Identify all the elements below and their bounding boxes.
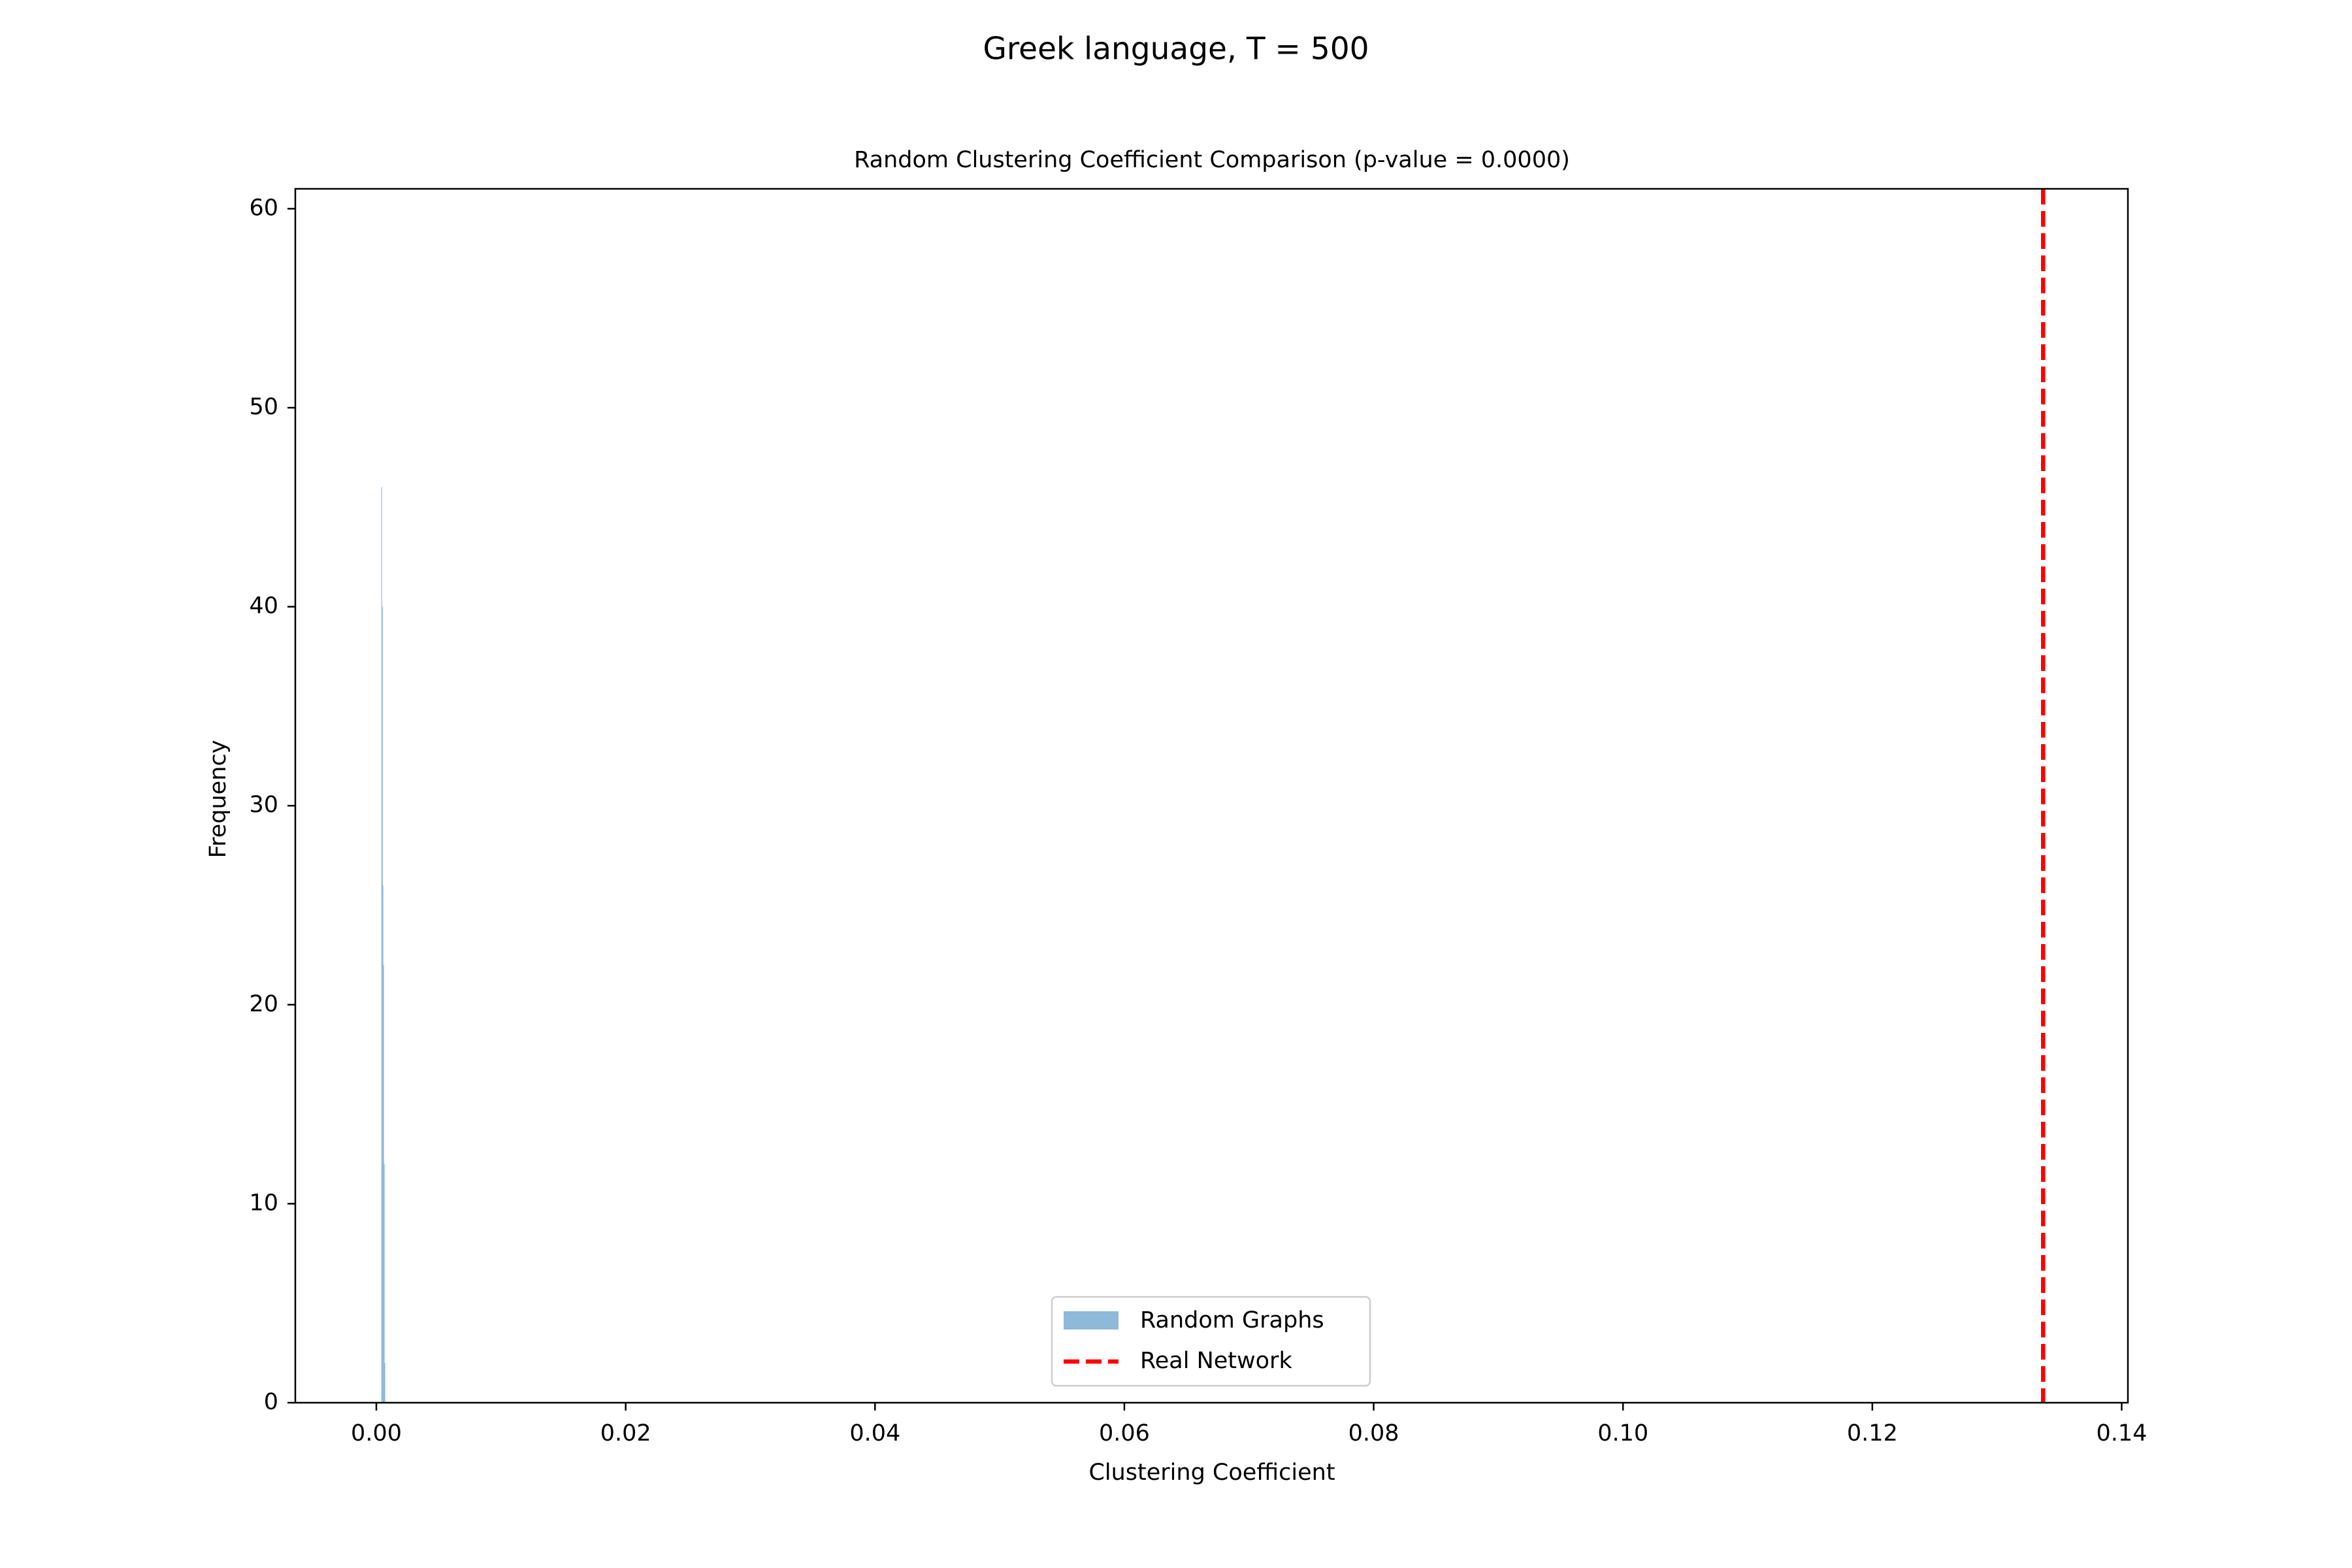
y-tick-label: 10 [249, 1190, 278, 1216]
x-axis-ticks: 0.00 0.02 0.04 0.06 0.08 0.10 0.12 0.14 [351, 1403, 2147, 1446]
y-tick-label: 0 [264, 1389, 278, 1415]
figure-suptitle: Greek language, T = 500 [983, 31, 1369, 67]
legend-swatch-random-graphs [1064, 1311, 1119, 1330]
x-tick-label: 0.08 [1348, 1420, 1399, 1446]
x-tick-label: 0.06 [1099, 1420, 1150, 1446]
x-axis-label: Clustering Coefficient [1088, 1460, 1335, 1486]
x-tick-label: 0.00 [351, 1420, 402, 1446]
legend-label-real-network: Real Network [1140, 1348, 1292, 1374]
legend-frame [1051, 1296, 1371, 1387]
histogram-bars [381, 487, 385, 1403]
legend-label-random-graphs: Random Graphs [1140, 1307, 1324, 1333]
histogram-bar [384, 1363, 385, 1403]
y-tick-label: 50 [249, 394, 278, 420]
plot-frame [294, 188, 2129, 1404]
histogram-bar [382, 606, 383, 1403]
y-axis-label: Frequency [205, 740, 231, 858]
x-tick-label: 0.12 [1847, 1420, 1898, 1446]
y-tick-label: 40 [249, 593, 278, 619]
y-axis-ticks: 0 10 20 30 40 50 60 [249, 195, 295, 1415]
x-tick-label: 0.14 [2096, 1420, 2147, 1446]
x-tick-label: 0.02 [600, 1420, 651, 1446]
y-tick-label: 30 [249, 792, 278, 818]
x-tick-label: 0.04 [849, 1420, 900, 1446]
histogram-bar [382, 885, 384, 1403]
y-tick-label: 20 [249, 991, 278, 1017]
chart-title: Random Clustering Coefficient Comparison… [854, 147, 1570, 173]
y-tick-label: 60 [249, 195, 278, 221]
x-tick-label: 0.10 [1597, 1420, 1648, 1446]
legend: Random Graphs Real Network [1051, 1296, 1371, 1387]
